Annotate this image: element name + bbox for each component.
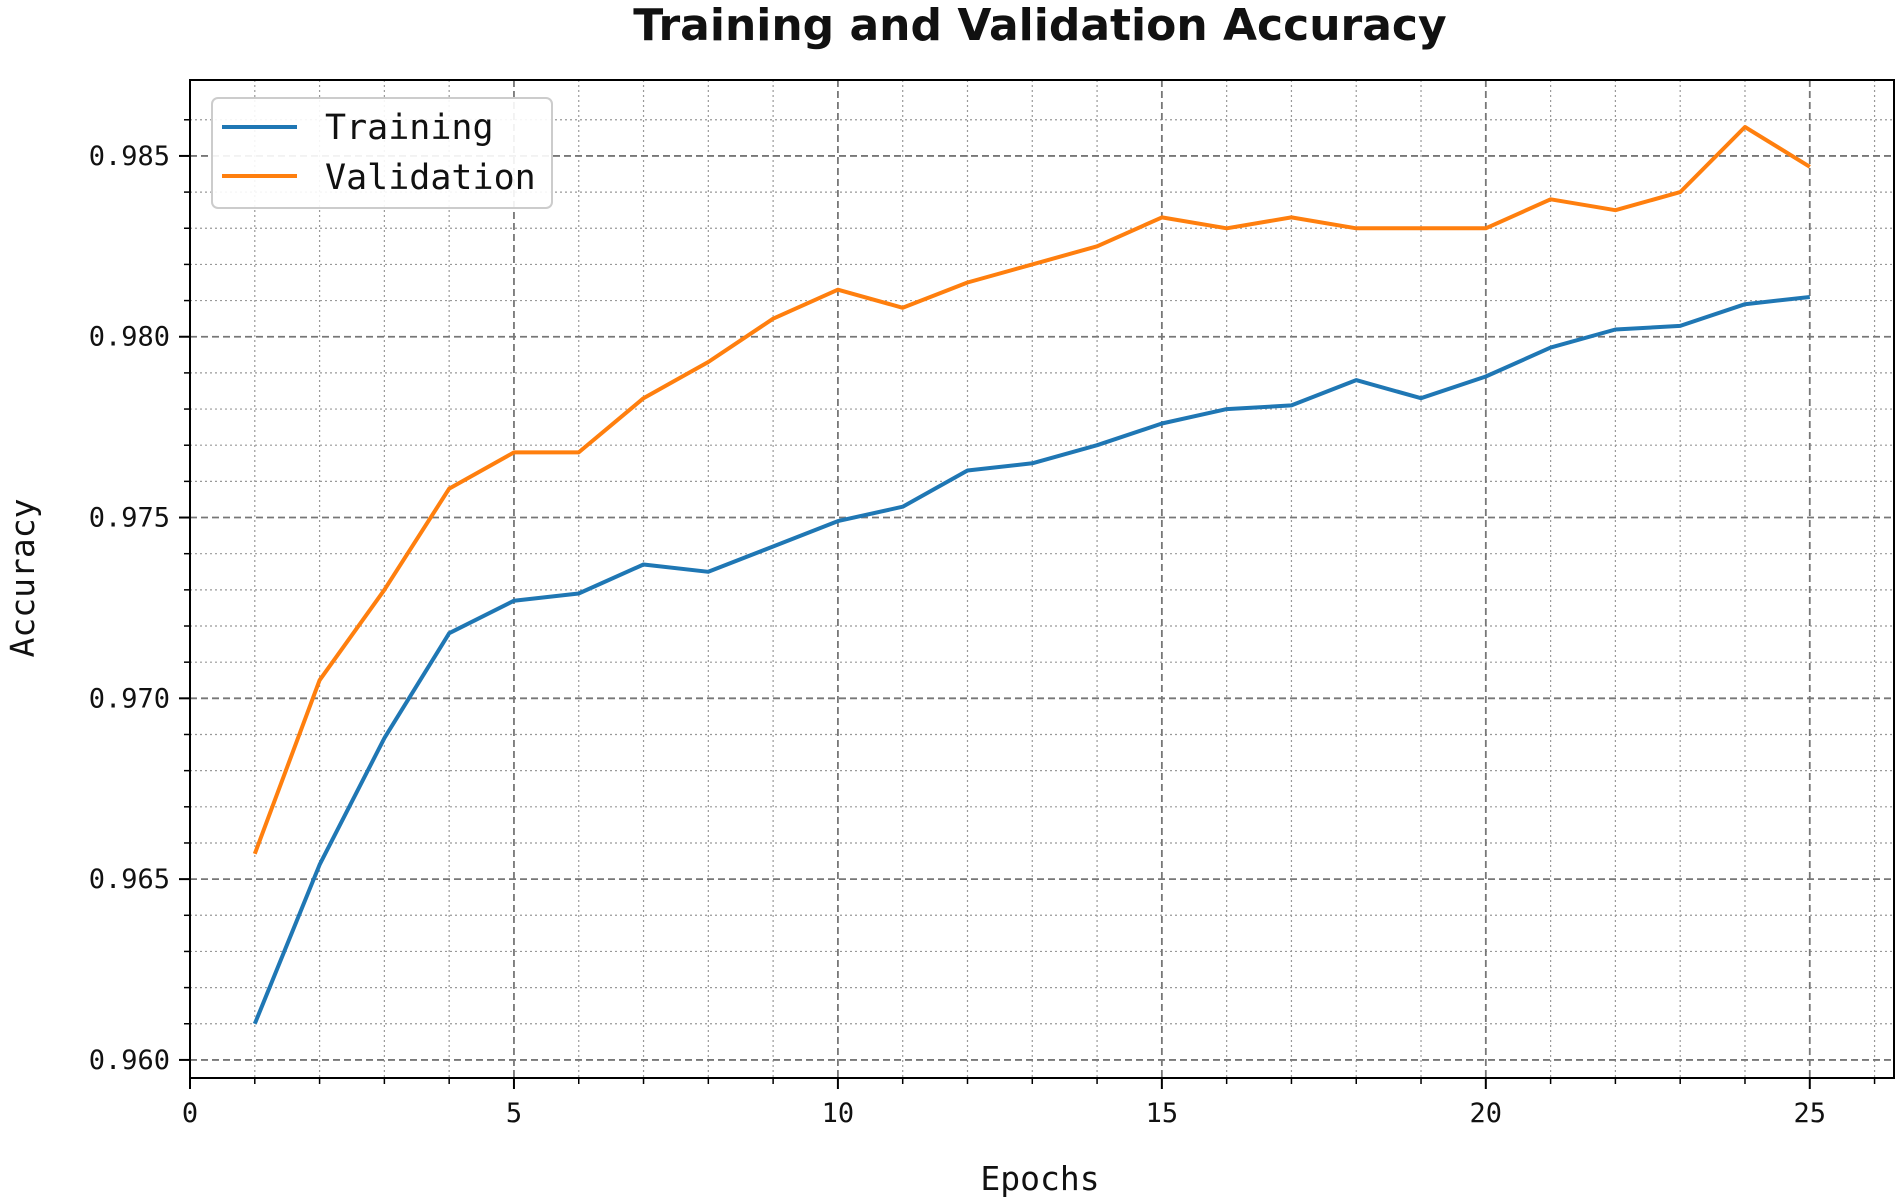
chart-title: Training and Validation Accuracy — [633, 0, 1446, 51]
plot-area-frame — [189, 79, 1895, 1079]
validation-series-line — [252, 125, 1811, 855]
legend-training-label: Training — [325, 108, 494, 148]
y-tick-label: 0.975 — [89, 503, 170, 534]
y-tick-label: 0.970 — [89, 683, 170, 714]
series-layer — [252, 125, 1811, 1025]
x-tick-label: 10 — [822, 1098, 855, 1129]
x-tick-label: 5 — [506, 1098, 522, 1129]
training-series-line — [252, 295, 1811, 1025]
y-tick-label: 0.980 — [89, 322, 170, 353]
legend-validation-label: Validation — [325, 158, 536, 198]
major-gridlines — [190, 80, 1894, 1078]
x-tick-label: 25 — [1794, 1098, 1827, 1129]
axis-ticks: 0 5 10 15 20 25 0.960 0.965 0.970 0.975 0.980 0.985 — [89, 119, 1876, 1129]
legend: Training Validation — [211, 97, 553, 209]
y-tick-label: 0.965 — [89, 864, 170, 895]
x-tick-label: 20 — [1470, 1098, 1503, 1129]
y-axis-label: Accuracy — [3, 499, 42, 658]
minor-gridlines — [190, 80, 1894, 1078]
x-axis-label: Epochs — [980, 1159, 1099, 1198]
x-tick-label: 15 — [1146, 1098, 1179, 1129]
y-tick-label: 0.960 — [89, 1045, 170, 1076]
y-tick-label: 0.985 — [89, 141, 170, 172]
x-tick-label: 0 — [182, 1098, 198, 1129]
